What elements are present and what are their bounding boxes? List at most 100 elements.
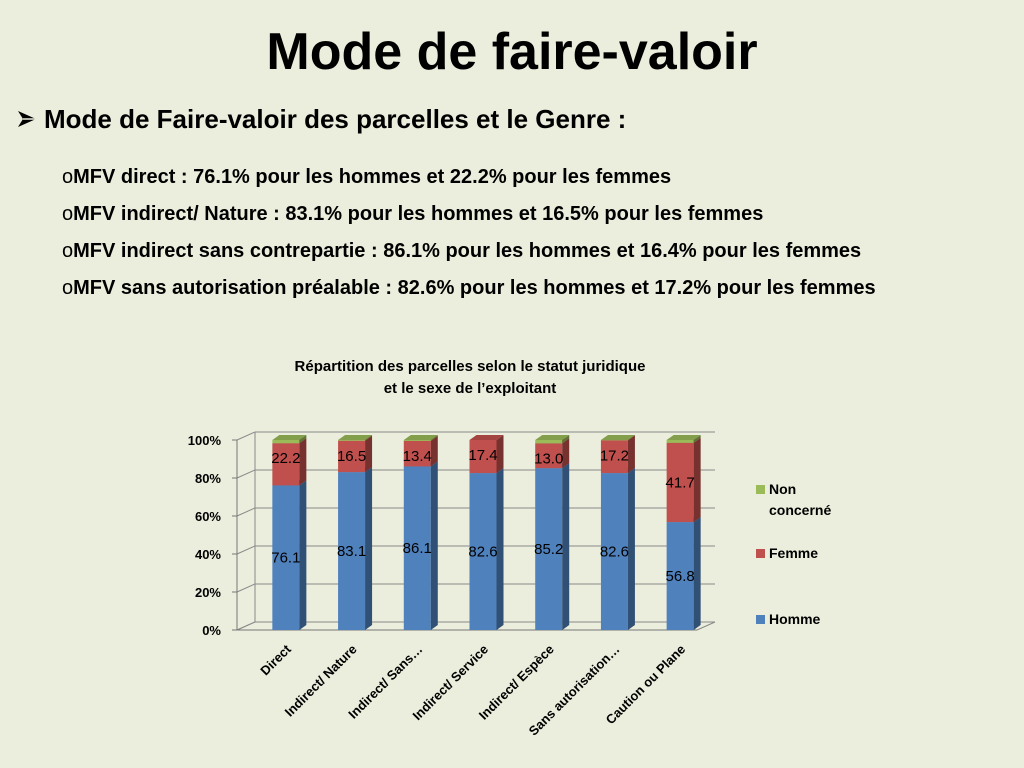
gridline-side (236, 621, 256, 631)
bar-segment-top (469, 435, 504, 440)
data-label: 17.2 (600, 447, 629, 464)
legend-label: Non (769, 481, 797, 497)
list-item: oMFV sans autorisation préalable : 82.6%… (62, 277, 876, 300)
chart-title-line: et le sexe de l’exploitant (383, 380, 557, 397)
bar-segment-top (535, 435, 570, 440)
legend-label: concerné (769, 502, 832, 518)
bar-segment (403, 440, 431, 467)
gridline-side (236, 431, 256, 441)
bar-segment-side (562, 438, 570, 469)
bar-segment (272, 443, 300, 486)
legend-swatch (756, 485, 765, 494)
list-item: oMFV direct : 76.1% pour les hommes et 2… (62, 166, 671, 189)
y-tick-label: 60% (195, 509, 221, 524)
y-tick-label: 40% (195, 547, 221, 562)
gridline-side (236, 469, 256, 479)
section-heading: Mode de Faire-valoir des parcelles et le… (16, 104, 626, 135)
bar-segment (666, 440, 694, 443)
legend-label: Femme (769, 545, 819, 561)
gridline-side (236, 507, 256, 517)
x-category-label: Direct (257, 641, 294, 678)
data-label: 82.6 (468, 544, 497, 561)
bar-segment-side (430, 435, 438, 441)
chart-title: Répartition des parcelles selon le statu… (240, 356, 700, 400)
bar-segment (666, 442, 694, 523)
bar-segment-side (430, 461, 438, 630)
y-tick-label: 0% (202, 623, 221, 638)
bar-segment-top (403, 435, 438, 440)
bar-segment-side (627, 435, 635, 441)
slide-title: Mode de faire-valoir (266, 23, 758, 81)
list-item: oMFV indirect/ Nature : 83.1% pour les h… (62, 203, 763, 226)
bar-segment-side (562, 435, 570, 444)
bar-segment-side (365, 435, 373, 441)
data-label: 22.2 (271, 450, 300, 467)
circle-bullet: o (62, 203, 74, 225)
data-label: 41.7 (666, 474, 695, 491)
bar-segment-top (338, 435, 373, 440)
bar-segment (535, 443, 563, 469)
bar-segment (469, 473, 497, 630)
bar-segment-side (365, 467, 373, 630)
bar-segment-side (693, 517, 701, 630)
list-item: oMFV indirect sans contrepartie : 86.1% … (62, 240, 861, 263)
bar-segment-top (600, 435, 635, 440)
data-label: 83.1 (337, 543, 366, 560)
arrow-bullet-icon (16, 104, 44, 135)
data-label: 86.1 (403, 540, 432, 557)
bar-segment (272, 440, 300, 444)
data-label: 56.8 (666, 568, 695, 585)
bar-segment (338, 440, 366, 473)
y-tick-label: 80% (195, 471, 221, 486)
data-label: 13.4 (403, 448, 432, 465)
bar-segment (403, 466, 431, 630)
data-label: 82.6 (600, 544, 629, 561)
legend-label: Homme (769, 611, 821, 627)
bar-segment-side (627, 435, 635, 474)
bar-segment (600, 473, 628, 630)
list-item-text: MFV indirect sans contrepartie : 86.1% p… (73, 240, 862, 262)
data-label: 85.2 (534, 541, 563, 558)
bar-segment-side (496, 468, 504, 630)
bar-segment-side (496, 435, 504, 474)
section-heading-text: Mode de Faire-valoir des parcelles et le… (44, 104, 627, 134)
data-label: 13.0 (534, 450, 563, 467)
bar-segment (272, 485, 300, 630)
bar-segment-side (299, 480, 307, 630)
bar-segment-side (693, 437, 701, 523)
y-tick-label: 100% (188, 433, 222, 448)
bar-segment (403, 440, 431, 441)
bar-segment (338, 440, 366, 441)
circle-bullet: o (62, 166, 74, 188)
chart-title-line: Répartition des parcelles selon le statu… (294, 358, 646, 375)
bar-segment-side (430, 435, 438, 467)
legend-swatch (756, 549, 765, 558)
gridline-side (236, 583, 256, 593)
list-item-text: MFV direct : 76.1% pour les hommes et 22… (73, 166, 672, 188)
circle-bullet: o (62, 240, 74, 262)
bar-segment-side (365, 435, 373, 473)
floor-edge-right (696, 621, 716, 631)
data-label: 76.1 (271, 550, 300, 567)
bar-segment-top (666, 435, 701, 440)
legend-swatch (756, 615, 765, 624)
bar-segment-side (627, 468, 635, 630)
bar-segment (600, 440, 628, 474)
list-item-text: MFV indirect/ Nature : 83.1% pour les ho… (73, 203, 764, 225)
bar-segment-side (299, 438, 307, 486)
bar-segment-top (272, 435, 307, 440)
bar-segment-side (693, 435, 701, 443)
gridline-side (236, 545, 256, 555)
y-tick-label: 20% (195, 585, 221, 600)
bar-segment-side (562, 463, 570, 630)
list-item-text: MFV sans autorisation préalable : 82.6% … (73, 277, 876, 299)
circle-bullet: o (62, 277, 74, 299)
bar-segment (666, 522, 694, 630)
bar-segment-side (299, 435, 307, 444)
bar-segment (535, 468, 563, 630)
data-label: 16.5 (337, 448, 366, 465)
bar-segment (535, 440, 563, 444)
data-label: 17.4 (468, 447, 497, 464)
bar-segment (469, 440, 497, 474)
